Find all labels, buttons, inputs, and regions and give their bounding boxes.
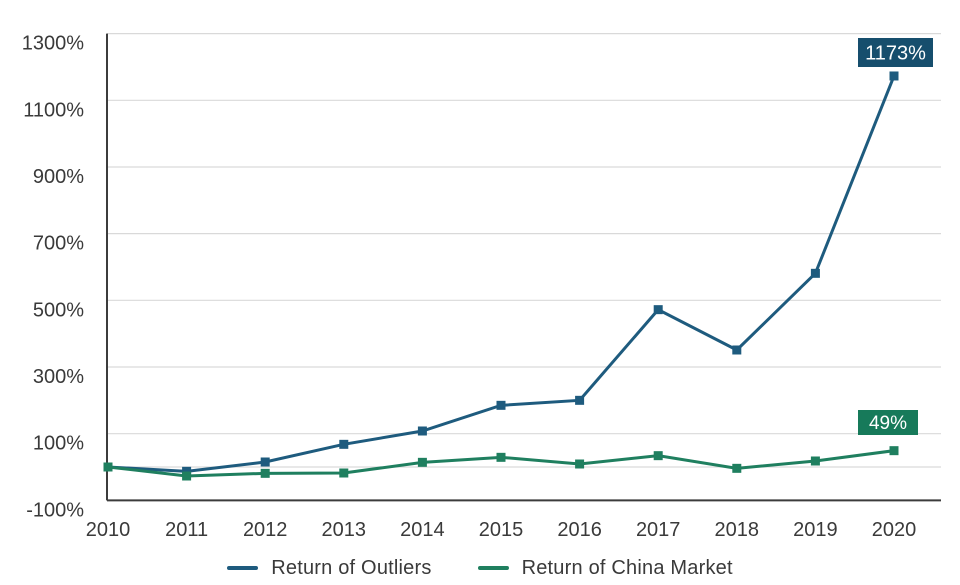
x-axis-tick-label: 2020 (872, 519, 917, 541)
end-value-label-china-market: 49% (869, 413, 907, 434)
end-value-box-outliers (858, 38, 933, 67)
x-axis-tick-label: 2019 (793, 519, 838, 541)
y-axis-tick-label: 300% (33, 366, 84, 388)
y-axis-tick-label: 100% (33, 433, 84, 455)
x-axis-tick-label: 2013 (322, 519, 367, 541)
data-point-marker (260, 457, 270, 467)
data-point-marker (653, 451, 663, 461)
x-axis-tick-label: 2012 (243, 519, 288, 541)
legend-item-china-market: Return of China Market (477, 556, 733, 580)
x-axis-tick-label: 2010 (86, 519, 131, 541)
data-point-marker (496, 400, 506, 410)
legend-swatch-china-market (477, 565, 509, 571)
end-value-box-china-market (858, 410, 918, 435)
legend-label-outliers: Return of Outliers (271, 556, 432, 579)
data-point-marker (417, 457, 427, 467)
y-axis-tick-label: 900% (33, 166, 84, 188)
data-point-marker (182, 466, 192, 476)
x-axis-tick-label: 2016 (557, 519, 602, 541)
series-line-outliers (107, 75, 896, 473)
data-point-marker (182, 471, 192, 481)
y-axis-tick-label: 1300% (22, 33, 84, 55)
y-axis-tick-label: 700% (33, 233, 84, 255)
data-point-marker (810, 456, 820, 466)
x-axis-tick-label: 2018 (715, 519, 760, 541)
end-value-label-outliers: 1173% (865, 43, 926, 65)
y-axis-tick-label: 1100% (23, 99, 84, 121)
x-axis-tick-label: 2015 (479, 519, 524, 541)
data-point-marker (103, 462, 113, 472)
data-point-marker (575, 395, 585, 405)
legend-label-china-market: Return of China Market (521, 556, 733, 579)
x-axis-tick-label: 2017 (636, 519, 681, 541)
x-axis-tick-label: 2011 (165, 519, 208, 541)
data-point-marker (339, 439, 349, 449)
y-axis-tick-label: 500% (33, 299, 84, 321)
data-point-marker (339, 468, 349, 478)
legend-swatch-outliers (227, 565, 259, 571)
data-point-marker (496, 452, 506, 462)
data-point-marker (732, 345, 742, 355)
data-point-marker (810, 268, 820, 278)
data-point-marker (575, 459, 585, 469)
legend-item-outliers: Return of Outliers (227, 557, 431, 580)
data-point-marker (260, 468, 270, 478)
data-point-marker (653, 305, 663, 315)
y-axis-tick-label: -100% (26, 499, 84, 521)
data-point-marker (889, 446, 899, 456)
x-axis-tick-label: 2014 (400, 519, 445, 541)
data-point-marker (732, 463, 742, 473)
legend: Return of Outliers Return of China Marke… (0, 553, 960, 583)
data-point-marker (889, 71, 899, 81)
data-point-marker (417, 426, 427, 436)
